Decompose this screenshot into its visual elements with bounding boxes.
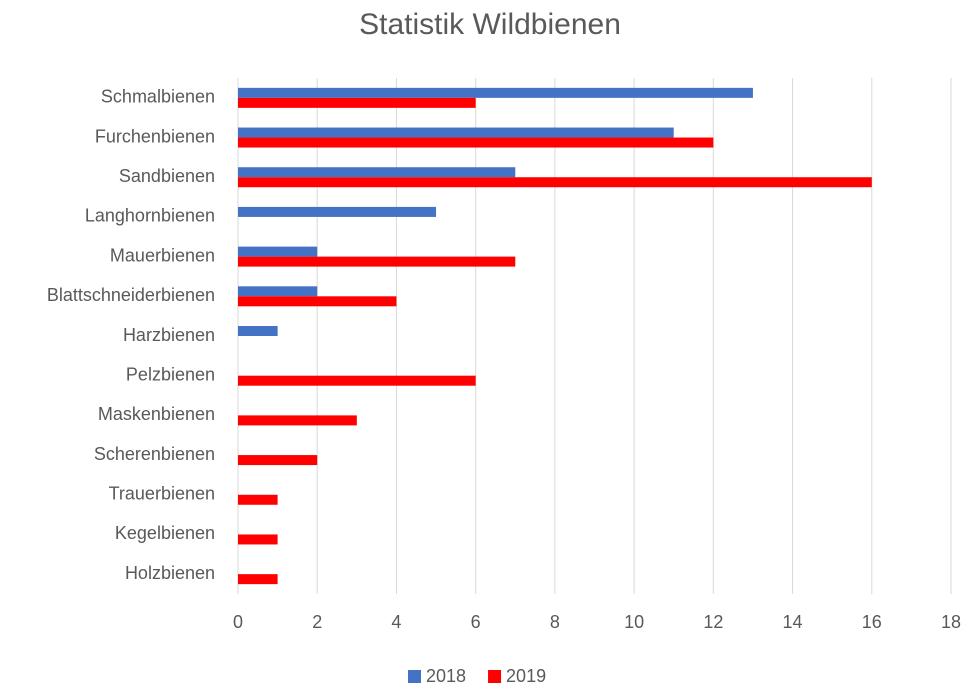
bar [238, 137, 714, 148]
x-tick-label: 10 [624, 612, 644, 632]
y-tick-label: Harzbienen [123, 325, 215, 345]
bar [238, 167, 516, 178]
y-tick-label: Sandbienen [119, 166, 215, 186]
x-tick-label: 2 [312, 612, 322, 632]
y-tick-label: Scherenbienen [94, 444, 215, 464]
legend-swatch [408, 670, 421, 683]
bar [238, 246, 318, 257]
legend-label: 2018 [426, 666, 466, 686]
bar [238, 87, 753, 98]
bar [238, 127, 674, 138]
bar [238, 97, 476, 108]
x-tick-label: 8 [550, 612, 560, 632]
bar [238, 206, 437, 217]
y-tick-label: Pelzbienen [126, 364, 215, 384]
y-tick-label: Schmalbienen [101, 87, 215, 107]
x-tick-label: 14 [783, 612, 803, 632]
y-tick-label: Blattschneiderbienen [47, 285, 215, 305]
y-tick-label: Furchenbienen [95, 126, 215, 146]
y-tick-label: Mauerbienen [110, 245, 215, 265]
x-tick-label: 12 [703, 612, 723, 632]
bar [238, 574, 278, 585]
x-tick-label: 6 [471, 612, 481, 632]
bar [238, 494, 278, 505]
x-tick-label: 16 [862, 612, 882, 632]
bar [238, 375, 476, 386]
bar [238, 286, 318, 297]
y-tick-label: Langhornbienen [85, 206, 215, 226]
y-tick-label: Holzbienen [125, 563, 215, 583]
bar [238, 534, 278, 545]
x-tick-label: 4 [391, 612, 401, 632]
x-tick-label: 0 [233, 612, 243, 632]
legend-swatch [488, 670, 502, 683]
bar [238, 326, 278, 336]
bar [238, 455, 318, 466]
chart-title: Statistik Wildbienen [359, 8, 621, 41]
y-tick-label: Trauerbienen [109, 484, 215, 504]
bar [238, 415, 357, 426]
bar [238, 177, 872, 188]
legend-label: 2019 [506, 666, 546, 686]
bar [238, 256, 516, 267]
x-tick-label: 18 [941, 612, 961, 632]
y-tick-label: Kegelbienen [115, 523, 215, 543]
bar [238, 296, 397, 307]
y-tick-label: Maskenbienen [98, 404, 215, 424]
